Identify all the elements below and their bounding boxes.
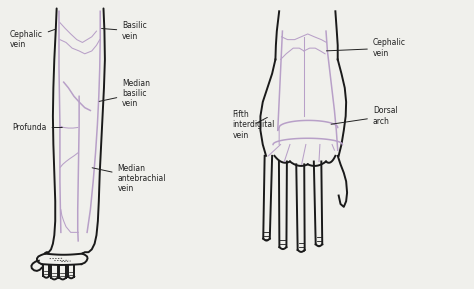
Text: Basilic
vein: Basilic vein xyxy=(101,21,147,41)
Text: Median
basilic
vein: Median basilic vein xyxy=(99,79,150,108)
Text: Dorsal
arch: Dorsal arch xyxy=(331,106,398,126)
Text: Median
antebrachial
vein: Median antebrachial vein xyxy=(92,164,166,193)
Text: Cephalic
vein: Cephalic vein xyxy=(327,38,406,58)
Text: Profunda: Profunda xyxy=(12,123,62,132)
Text: Cephalic
vein: Cephalic vein xyxy=(10,29,55,49)
Text: Fifth
interdigital
vein: Fifth interdigital vein xyxy=(232,110,275,140)
